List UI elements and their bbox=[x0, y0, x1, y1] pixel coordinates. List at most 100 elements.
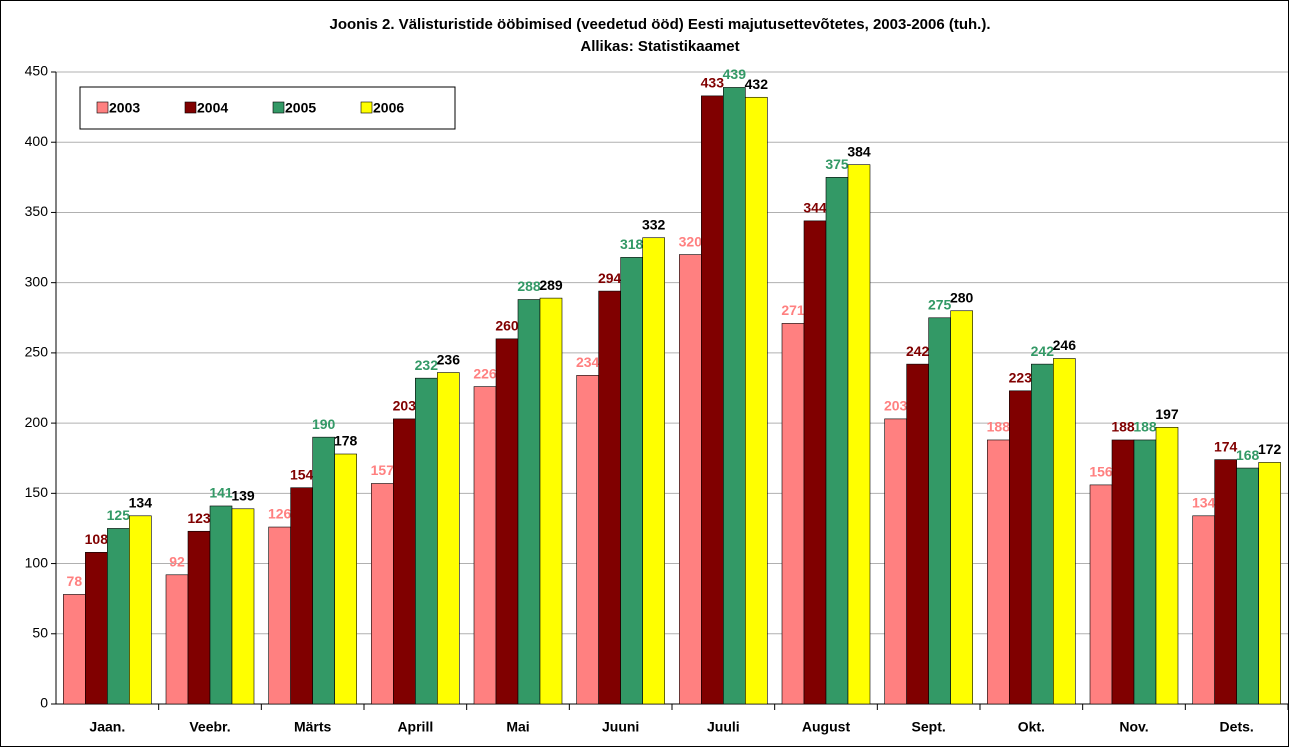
legend-swatch bbox=[96, 101, 109, 114]
x-tick-label: Juuli bbox=[707, 719, 740, 735]
x-tick-label: Nov. bbox=[1119, 719, 1148, 735]
y-tick-label: 150 bbox=[25, 484, 49, 500]
chart-title: Joonis 2. Välisturistide ööbimised (veed… bbox=[330, 16, 991, 33]
data-label: 275 bbox=[928, 296, 952, 312]
bar bbox=[620, 257, 643, 705]
bar bbox=[415, 377, 438, 705]
data-label: 280 bbox=[950, 289, 974, 305]
y-tick-label: 250 bbox=[25, 344, 49, 360]
x-tick-label: Veebr. bbox=[189, 719, 230, 735]
bar bbox=[1214, 459, 1237, 705]
data-label: 432 bbox=[745, 76, 769, 92]
data-label: 188 bbox=[1133, 419, 1157, 435]
bar bbox=[576, 375, 599, 705]
legend-label: 2004 bbox=[197, 100, 228, 116]
y-tick-label: 300 bbox=[25, 273, 49, 289]
data-label: 223 bbox=[1009, 370, 1033, 386]
data-label: 190 bbox=[312, 416, 336, 432]
bar bbox=[598, 290, 621, 705]
legend-label: 2005 bbox=[285, 100, 316, 116]
bar bbox=[334, 453, 357, 705]
data-label: 344 bbox=[803, 200, 827, 216]
bar bbox=[437, 372, 460, 705]
bar bbox=[209, 505, 233, 705]
bar bbox=[371, 483, 394, 705]
legend-box bbox=[79, 86, 456, 130]
bar bbox=[1133, 439, 1157, 705]
data-label: 78 bbox=[67, 573, 83, 589]
data-label: 433 bbox=[701, 75, 725, 91]
data-label: 125 bbox=[107, 507, 131, 523]
bar bbox=[745, 96, 768, 705]
y-tick-label: 100 bbox=[25, 554, 49, 570]
data-label: 242 bbox=[1031, 343, 1055, 359]
x-tick-label: Mai bbox=[506, 719, 529, 735]
bar bbox=[1111, 439, 1135, 705]
x-tick-label: Jaan. bbox=[89, 719, 125, 735]
data-label: 375 bbox=[825, 156, 849, 172]
y-tick-label: 350 bbox=[25, 203, 49, 219]
bar bbox=[723, 87, 746, 705]
bar bbox=[1053, 358, 1076, 705]
data-label: 108 bbox=[85, 531, 109, 547]
data-label: 439 bbox=[723, 66, 747, 82]
data-label: 188 bbox=[1111, 419, 1135, 435]
data-label: 226 bbox=[473, 365, 497, 381]
x-tick-label: Dets. bbox=[1220, 719, 1254, 735]
bar bbox=[495, 338, 519, 705]
bar bbox=[928, 317, 951, 705]
bar bbox=[165, 574, 189, 705]
bar bbox=[1089, 484, 1113, 705]
bar bbox=[473, 386, 497, 705]
data-label: 168 bbox=[1236, 447, 1260, 463]
data-label: 154 bbox=[290, 466, 314, 482]
bar bbox=[107, 528, 130, 705]
data-label: 126 bbox=[268, 506, 292, 522]
y-tick-label: 400 bbox=[25, 133, 49, 149]
bar bbox=[1155, 427, 1179, 705]
data-label: 232 bbox=[415, 357, 439, 373]
data-label: 234 bbox=[576, 354, 600, 370]
bar bbox=[187, 530, 211, 705]
data-label: 157 bbox=[371, 462, 395, 478]
data-label: 156 bbox=[1089, 464, 1113, 480]
legend-swatch bbox=[272, 101, 285, 114]
y-tick-label: 200 bbox=[25, 414, 49, 430]
y-tick-label: 450 bbox=[25, 63, 49, 79]
data-label: 318 bbox=[620, 236, 644, 252]
bar bbox=[63, 594, 86, 705]
y-tick-label: 50 bbox=[32, 624, 48, 640]
x-tick-label: Märts bbox=[294, 719, 332, 735]
data-label: 134 bbox=[129, 495, 153, 511]
bar bbox=[987, 439, 1010, 705]
bar bbox=[642, 237, 665, 705]
bar bbox=[701, 95, 724, 705]
data-label: 203 bbox=[393, 398, 417, 414]
data-label: 242 bbox=[906, 343, 930, 359]
bar bbox=[517, 299, 541, 705]
data-label: 172 bbox=[1258, 441, 1282, 457]
bar bbox=[393, 418, 416, 705]
bar bbox=[679, 254, 702, 705]
x-tick-label: August bbox=[802, 719, 851, 735]
data-label: 289 bbox=[539, 277, 563, 293]
bar bbox=[825, 177, 849, 705]
data-label: 174 bbox=[1214, 438, 1238, 454]
legend-label: 2003 bbox=[109, 100, 140, 116]
bar bbox=[884, 418, 907, 705]
bar bbox=[906, 363, 929, 705]
x-tick-label: Okt. bbox=[1018, 719, 1045, 735]
data-label: 332 bbox=[642, 216, 666, 232]
data-label: 134 bbox=[1192, 495, 1216, 511]
bar bbox=[85, 552, 108, 705]
legend-swatch bbox=[360, 101, 373, 114]
bar bbox=[847, 164, 871, 705]
data-label: 139 bbox=[231, 487, 255, 503]
y-tick-label: 0 bbox=[40, 695, 48, 711]
bar bbox=[950, 310, 973, 705]
data-label: 178 bbox=[334, 433, 358, 449]
legend-label: 2006 bbox=[373, 100, 404, 116]
data-label: 294 bbox=[598, 270, 622, 286]
data-label: 288 bbox=[517, 278, 541, 294]
